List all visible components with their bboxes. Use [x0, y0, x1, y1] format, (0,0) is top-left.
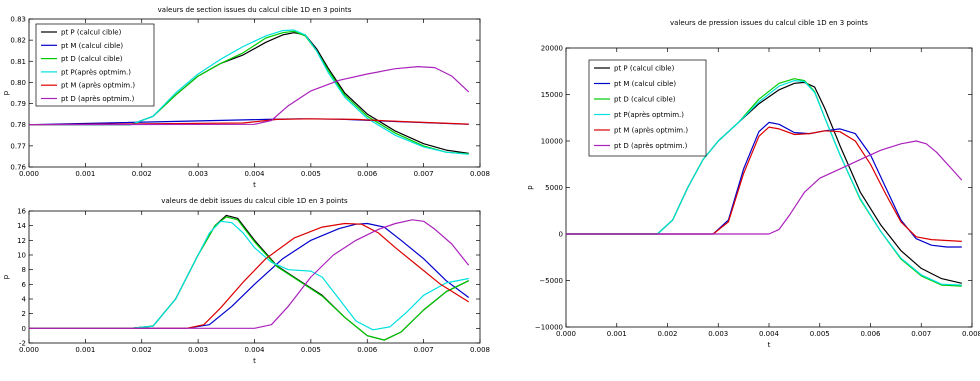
y-tick-label: 0: [559, 231, 563, 239]
x-axis-label: t: [253, 181, 256, 189]
x-tick-label: 0.001: [607, 330, 627, 338]
x-tick-label: 0.003: [188, 346, 208, 354]
chart-title: valeurs de section issues du calcul cibl…: [158, 6, 352, 14]
x-tick-label: 0.004: [244, 170, 265, 178]
legend-entry: pt P(après optmim.): [61, 68, 131, 76]
x-tick-label: 0.000: [19, 346, 39, 354]
y-tick-label: 0.78: [10, 121, 26, 129]
x-tick-label: 0.003: [188, 170, 208, 178]
x-tick-label: 0.000: [19, 170, 39, 178]
x-tick-label: 0.000: [556, 330, 576, 338]
series-line-3: [29, 30, 469, 155]
x-tick-label: 0.006: [357, 170, 378, 178]
series-line-2: [29, 222, 470, 329]
x-tick-label: 0.007: [414, 346, 434, 354]
x-axis-label: t: [768, 341, 771, 349]
series-line-6: [28, 66, 470, 126]
y-tick-label: 0.81: [10, 58, 26, 66]
series-line-4: [29, 220, 469, 331]
y-tick-label: 10: [17, 252, 26, 260]
series-line-3: [29, 216, 469, 341]
y-tick-label: −5000: [539, 277, 563, 285]
y-tick-label: 16: [17, 208, 26, 216]
x-tick-label: 0.003: [708, 330, 728, 338]
y-tick-label: 0: [22, 325, 26, 333]
x-tick-label: 0.008: [962, 330, 980, 338]
x-tick-label: 0.002: [132, 170, 152, 178]
y-tick-label: 2: [22, 310, 26, 318]
legend-entry: pt P (calcul cible): [614, 65, 675, 73]
y-axis-label: p: [526, 185, 534, 190]
series-line-5: [28, 118, 469, 126]
y-tick-label: 0.77: [10, 142, 26, 150]
y-tick-label: -2: [19, 340, 26, 348]
y-tick-label: 0.79: [10, 100, 26, 108]
x-tick-label: 0.008: [470, 346, 490, 354]
legend-entry: pt D (calcul cible): [614, 96, 676, 104]
x-tick-label: 0.008: [470, 170, 490, 178]
legend-entry: pt M (calcul cible): [61, 42, 123, 50]
x-tick-label: 0.001: [75, 170, 95, 178]
chart-3: valeurs de pression issues du calcul cib…: [526, 19, 980, 349]
legend-entry: pt D (calcul cible): [61, 55, 123, 63]
legend-entry: pt M (après optmim.): [61, 82, 135, 90]
x-tick-label: 0.007: [414, 170, 434, 178]
chart-title: valeurs de debit issues du calcul cible …: [161, 197, 348, 205]
y-tick-label: −10000: [535, 324, 563, 332]
x-tick-label: 0.004: [244, 346, 265, 354]
x-tick-label: 0.005: [301, 346, 321, 354]
chart-1: valeurs de section issues du calcul cibl…: [2, 6, 490, 189]
series-line-6: [29, 219, 470, 329]
x-tick-label: 0.002: [132, 346, 152, 354]
y-axis-label: p: [2, 274, 10, 279]
x-tick-label: 0.002: [657, 330, 677, 338]
x-tick-label: 0.004: [759, 330, 780, 338]
plot-frame: [28, 210, 481, 344]
y-tick-label: 8: [22, 266, 26, 274]
legend-box: [35, 23, 155, 107]
y-tick-label: 10000: [541, 138, 563, 146]
y-tick-label: 0.76: [10, 164, 26, 172]
legend: pt P (calcul cible) pt M (calcul cible) pt…: [35, 23, 155, 107]
x-tick-label: 0.006: [860, 330, 881, 338]
y-tick-label: 6: [22, 281, 27, 289]
chart-2: valeurs de debit issues du calcul cible …: [2, 197, 490, 365]
chart-title: valeurs de pression issues du calcul cib…: [670, 19, 868, 27]
x-tick-label: 0.005: [810, 330, 830, 338]
series-line-4: [29, 29, 469, 155]
y-tick-label: 15000: [541, 91, 563, 99]
legend-entry: pt M (après optmim.): [614, 127, 688, 135]
x-tick-label: 0.007: [911, 330, 931, 338]
y-tick-label: 12: [17, 237, 26, 245]
series-line-4: [566, 80, 962, 286]
x-tick-label: 0.005: [301, 170, 321, 178]
legend-entry: pt P(après optmim.): [614, 111, 684, 119]
x-tick-label: 0.006: [357, 346, 378, 354]
series-line-6: [566, 140, 963, 235]
legend-entry: pt D (après optmim.): [614, 142, 688, 150]
y-tick-label: 14: [17, 222, 26, 230]
y-tick-label: 4: [22, 296, 27, 304]
y-axis-label: p: [2, 90, 10, 95]
y-tick-label: 5000: [545, 184, 563, 192]
y-tick-label: 20000: [541, 45, 563, 53]
y-tick-label: 0.83: [10, 16, 26, 24]
x-axis-label: t: [253, 357, 256, 365]
x-tick-label: 0.001: [75, 346, 95, 354]
legend: pt P (calcul cible) pt M (calcul cible) pt…: [588, 59, 707, 157]
series-line-5: [29, 222, 470, 329]
y-tick-label: 0.80: [10, 79, 26, 87]
y-tick-label: 0.82: [10, 37, 26, 45]
legend-entry: pt P (calcul cible): [61, 29, 122, 37]
series-line-5: [566, 126, 962, 242]
legend-entry: pt D (après optmim.): [61, 95, 135, 103]
legend-entry: pt M (calcul cible): [614, 80, 676, 88]
legend-box: [588, 59, 707, 157]
